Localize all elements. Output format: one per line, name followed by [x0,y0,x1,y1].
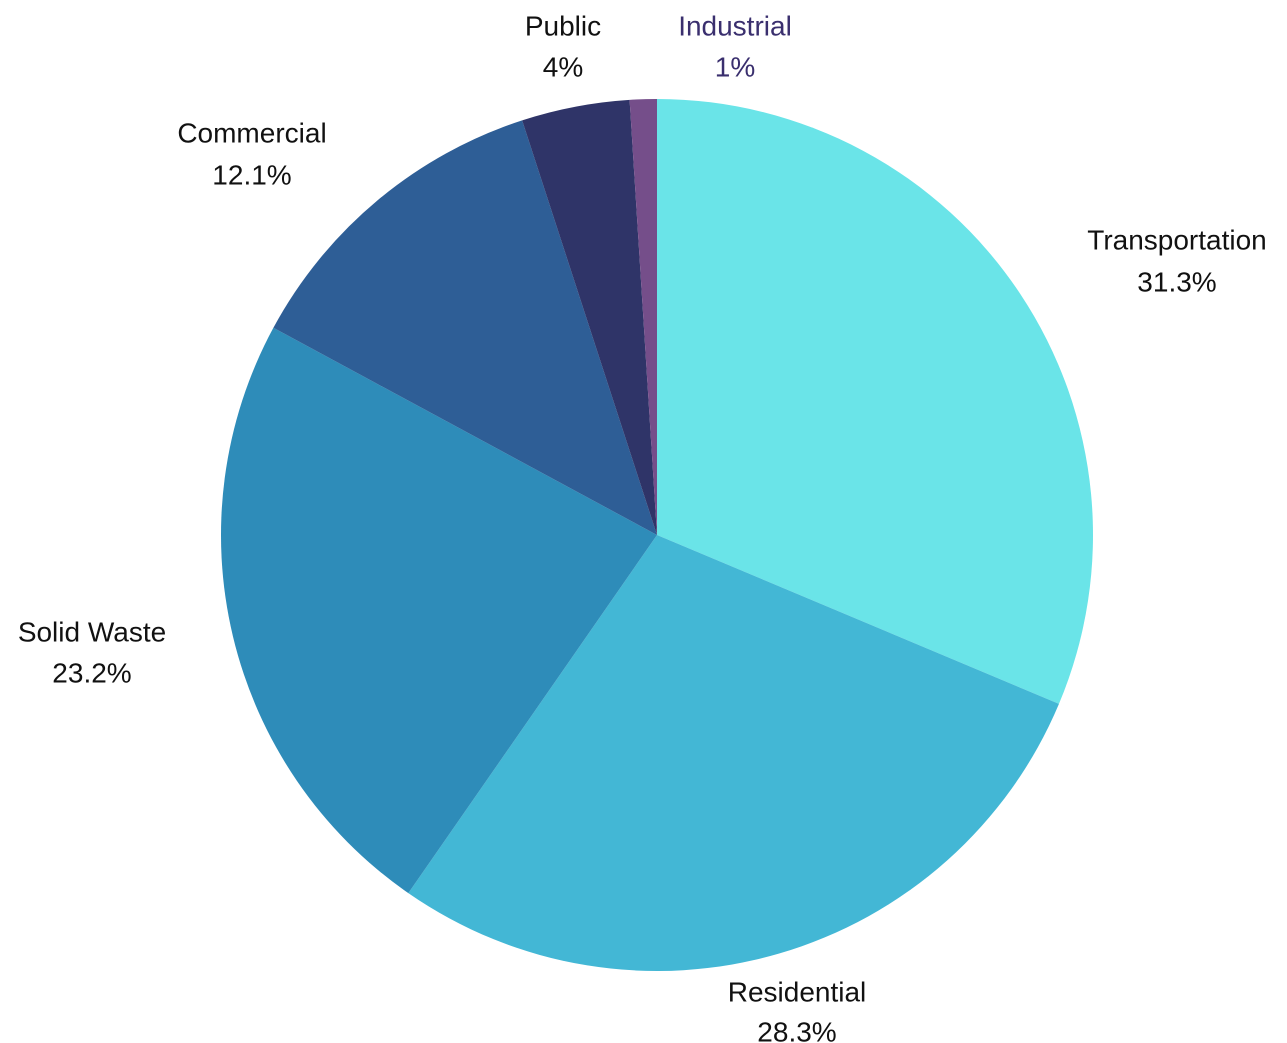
pie-slice-commercial [273,120,657,535]
slice-labels: Transportation 31.3% Residential 28.3% Solid… [18,11,1267,1043]
pie-slice-transportation [657,99,1093,704]
slice-label-commercial: Commercial [177,118,326,149]
slice-value-transportation: 31.3% [1137,267,1216,298]
slice-label-industrial: Industrial [678,11,792,42]
slice-value-commercial: 12.1% [212,160,291,191]
slice-label-solid-waste: Solid Waste [18,617,166,648]
slice-label-public: Public [525,11,601,42]
pie-slices [220,99,1093,971]
pie-slice-residential [408,535,1059,971]
pie-slice-solid-waste [220,327,657,894]
pie-slice-industrial [629,99,657,535]
slice-label-transportation: Transportation [1087,225,1267,256]
pie-slice-public [522,99,657,536]
slice-label-residential: Residential [728,977,867,1008]
slice-value-residential: 28.3% [757,1017,836,1043]
slice-value-solid-waste: 23.2% [52,658,131,689]
slice-value-industrial: 1% [715,52,755,83]
slice-value-public: 4% [543,52,583,83]
